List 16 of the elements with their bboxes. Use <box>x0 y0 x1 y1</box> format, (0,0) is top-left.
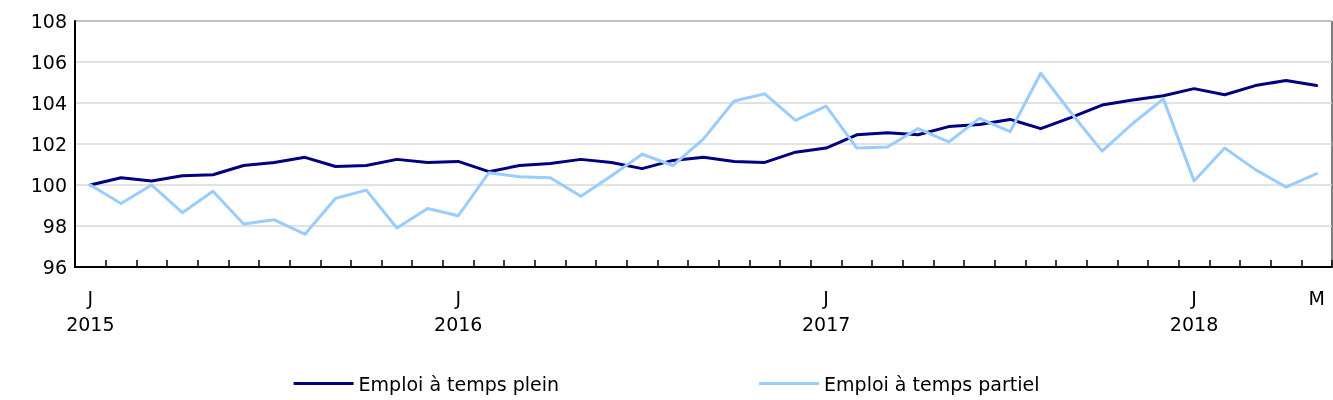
x-tick-label: J 2015 <box>66 287 115 335</box>
y-tick-label: 98 <box>42 215 67 237</box>
x-tick-label: J 2016 <box>434 287 483 335</box>
x-tick-label: J 2017 <box>801 287 851 335</box>
y-tick-label: 108 <box>30 10 67 32</box>
y-tick-label: 96 <box>42 256 67 278</box>
y-tick-label: 100 <box>30 174 67 196</box>
x-tick-label: M <box>1308 287 1325 309</box>
y-tick-label: 102 <box>30 133 67 155</box>
y-tick-label: 104 <box>30 92 67 114</box>
legend-label: Emploi à temps partiel <box>824 372 1040 395</box>
legend-label: Emploi à temps plein <box>358 372 560 395</box>
y-tick-label: 106 <box>30 51 67 73</box>
line-series <box>88 78 1319 187</box>
line-series <box>88 71 1319 236</box>
x-tick-label: J 2018 <box>1169 287 1219 335</box>
